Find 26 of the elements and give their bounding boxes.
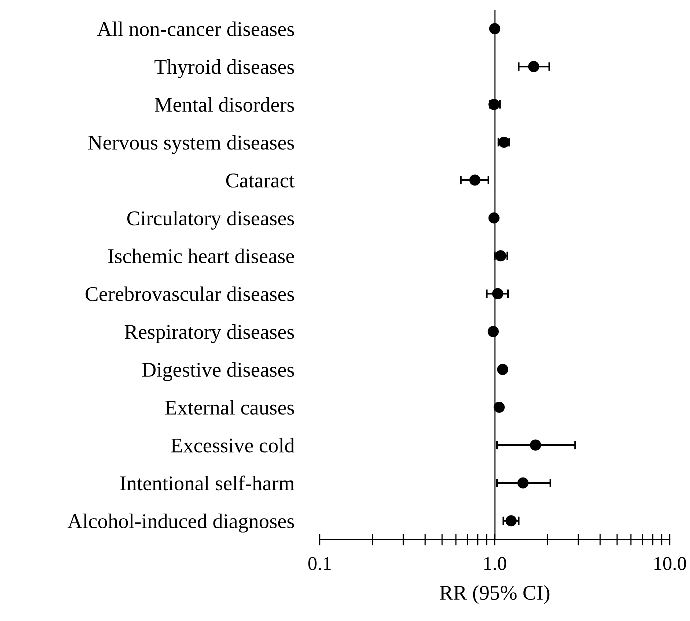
x-tick-label: 1.0 <box>484 557 506 570</box>
point <box>492 288 504 300</box>
y-tick-label: Thyroid diseases <box>154 60 294 79</box>
y-tick-label: External causes <box>165 400 294 415</box>
y-tick-label: Mental disorders <box>155 97 294 112</box>
point <box>488 212 500 224</box>
point <box>518 478 529 489</box>
y-tick-label: Nervous system diseases <box>88 135 294 154</box>
point <box>488 326 500 338</box>
y-tick-label: Cerebrovascular diseases <box>86 286 294 302</box>
point <box>494 402 505 414</box>
x-axis-title: RR (95% CI) <box>440 585 550 604</box>
y-tick-label: Circulatory diseases <box>127 210 294 230</box>
y-tick-label: Digestive diseases <box>142 362 294 382</box>
y-tick-label: Alcohol-induced diagnoses <box>68 514 294 533</box>
y-tick-label: Ischemic heart disease <box>108 248 294 264</box>
x-tick-label: 0.1 <box>308 557 331 570</box>
y-tick-label: All non-cancer diseases <box>97 22 294 36</box>
y-tick-label: Cataract <box>226 174 295 188</box>
point <box>528 61 540 72</box>
x-tick-label: 10.0 <box>654 557 686 570</box>
y-tick-label: Respiratory diseases <box>124 324 294 344</box>
y-tick-label: Intentional self-harm <box>120 476 295 491</box>
point <box>497 364 508 376</box>
point <box>489 23 501 34</box>
y-tick-label: Excessive cold <box>171 438 295 453</box>
